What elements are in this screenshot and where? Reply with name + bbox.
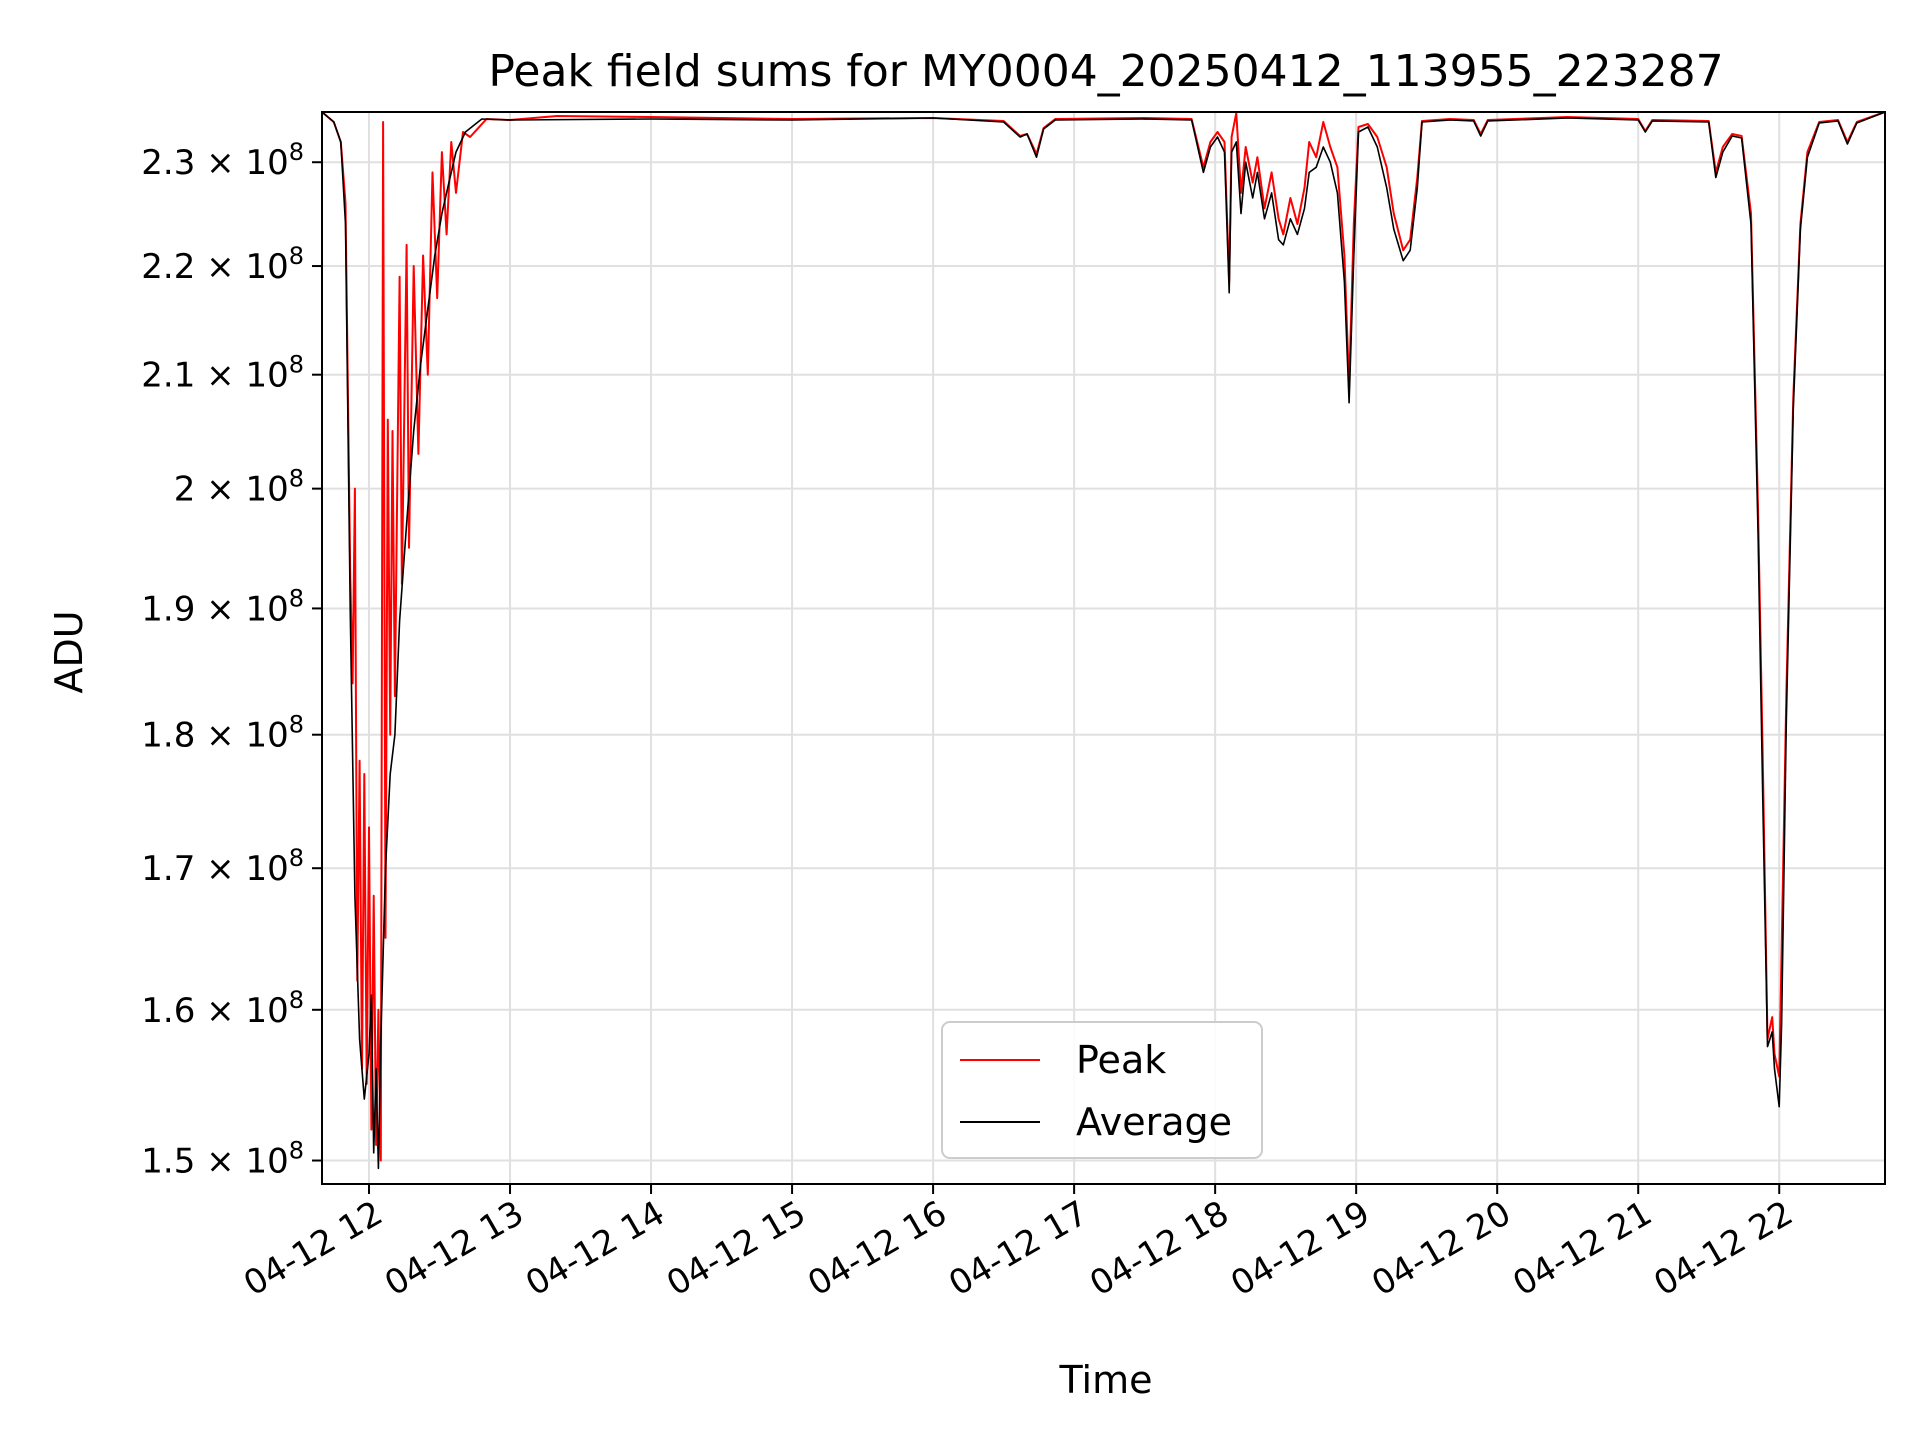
plot-frame <box>321 111 1886 1185</box>
y-tick-mantissa: 1.5 <box>141 1142 195 1182</box>
y-tick-exponent: 8 <box>289 986 304 1014</box>
y-tick-exponent: 8 <box>289 711 304 739</box>
y-tick-times: × 10 <box>195 991 288 1031</box>
series-layer <box>321 111 1886 1170</box>
y-tick-exponent: 8 <box>289 242 304 270</box>
legend-label-average: Average <box>1076 1100 1232 1144</box>
y-tick-mantissa: 2.3 <box>141 143 195 183</box>
y-tick-label: 1.8 × 108 <box>141 711 304 756</box>
y-tick-exponent: 8 <box>289 844 304 872</box>
y-tick-mantissa: 1.6 <box>141 991 195 1031</box>
legend: Peak Average <box>941 1021 1263 1159</box>
y-axis-label: ADU <box>47 610 91 693</box>
y-tick-times: × 10 <box>195 1142 288 1182</box>
y-tick-exponent: 8 <box>289 465 304 493</box>
y-tick-label: 1.5 × 108 <box>141 1137 304 1182</box>
y-tick-mantissa: 1.7 <box>141 849 195 889</box>
y-tick-exponent: 8 <box>289 138 304 166</box>
x-axis-label: Time <box>1059 1358 1153 1402</box>
series-line-average <box>321 111 1886 1170</box>
y-tick-mantissa: 1.8 <box>141 716 195 756</box>
y-tick-times: × 10 <box>195 247 288 287</box>
y-tick-label: 2.2 × 108 <box>141 242 304 287</box>
y-tick-label: 2.3 × 108 <box>141 138 304 183</box>
chart-title: Peak field sums for MY0004_20250412_1139… <box>488 46 1723 97</box>
y-tick-label: 2 × 108 <box>174 465 304 510</box>
y-tick-exponent: 8 <box>289 1137 304 1165</box>
y-tick-label: 2.1 × 108 <box>141 351 304 396</box>
y-tick-mantissa: 2.1 <box>141 356 195 396</box>
legend-label-peak: Peak <box>1076 1038 1166 1082</box>
series-line-peak <box>321 111 1886 1162</box>
y-tick-exponent: 8 <box>289 584 304 612</box>
y-tick-times: × 10 <box>195 716 288 756</box>
y-tick-exponent: 8 <box>289 351 304 379</box>
y-tick-label: 1.9 × 108 <box>141 584 304 629</box>
y-tick-times: × 10 <box>195 143 288 183</box>
y-tick-mantissa: 1.9 <box>141 589 195 629</box>
y-tick-label: 1.6 × 108 <box>141 986 304 1031</box>
grid-layer <box>322 112 1885 1184</box>
y-tick-times: × 10 <box>195 849 288 889</box>
y-tick-mantissa: 2.2 <box>141 247 195 287</box>
y-tick-times: × 10 <box>195 470 288 510</box>
y-tick-times: × 10 <box>195 356 288 396</box>
y-tick-label: 1.7 × 108 <box>141 844 304 889</box>
y-tick-times: × 10 <box>195 589 288 629</box>
legend-box <box>941 1021 1263 1159</box>
y-tick-mantissa: 2 <box>174 470 196 510</box>
